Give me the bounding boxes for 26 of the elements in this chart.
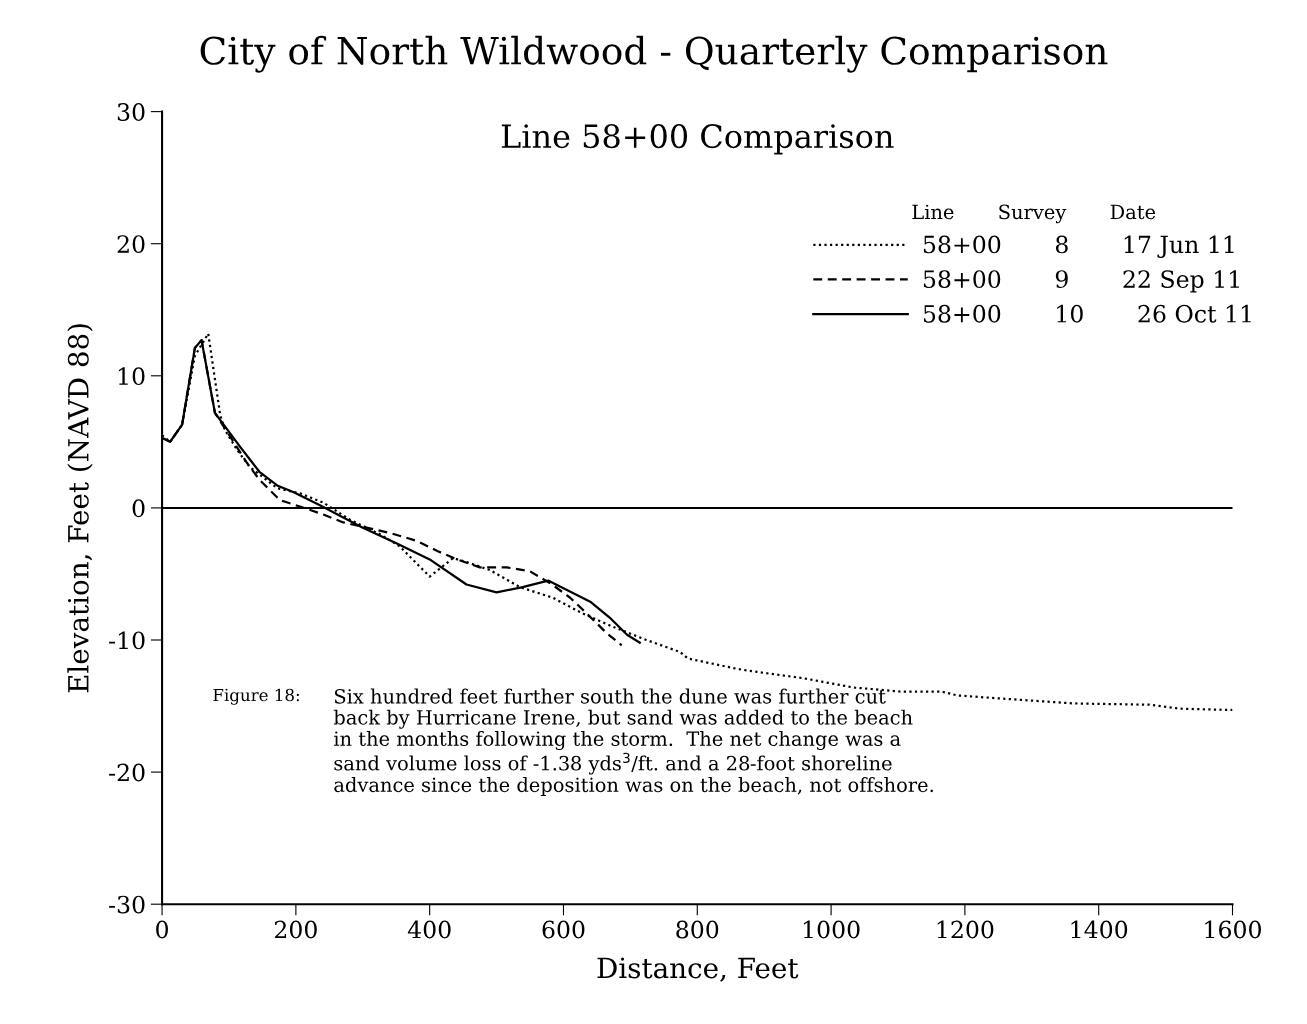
chart-subtitle: Line 58+00 Comparison [501, 124, 894, 155]
y-tick-label: 30 [117, 103, 145, 121]
x-tick-label: 600 [542, 920, 585, 939]
x-tick-label: 1000 [803, 920, 860, 939]
y-tick-label: 0 [132, 499, 145, 518]
annotation: Six hundred feet further south the dune was further cut back by Hurricane Irene, but sand was added to the beach in the months following the storm. The net change was a sand volume loss of -1.38 yds$^{3}$/ft. and a 28-foot shoreline advance since the deposition was on the beach, not offshore. [333, 688, 933, 796]
x-tick-label: 200 [274, 920, 317, 939]
legend-label: 58+00 8 17 Jun 11 [923, 235, 1234, 258]
x-tick-label: 1200 [937, 920, 994, 939]
y-tick-label: 20 [117, 235, 145, 254]
chart-title: City of North Wildwood - Quarterly Comparison [200, 35, 1108, 73]
x-axis-title: Distance, Feet [597, 957, 799, 982]
legend-label: 58+00 9 22 Sep 11 [923, 270, 1239, 293]
y-tick-label: -30 [109, 895, 145, 914]
y-tick-label: -20 [109, 763, 145, 782]
annotation: Figure 18: [213, 688, 299, 705]
legend-title: Line Survey Date [912, 204, 1156, 224]
y-tick-label: 10 [118, 367, 145, 386]
x-tick-label: 1600 [1205, 920, 1261, 939]
x-tick-label: 400 [407, 920, 451, 939]
x-tick-label: 0 [156, 920, 169, 939]
y-axis-title: Elevation, Feet (NAVD 88) [67, 324, 93, 693]
x-tick-label: 800 [676, 920, 719, 939]
y-tick-label: -10 [109, 631, 145, 650]
legend-label: 58+00 10 26 Oct 11 [923, 304, 1251, 323]
x-tick-label: 1400 [1071, 920, 1128, 939]
